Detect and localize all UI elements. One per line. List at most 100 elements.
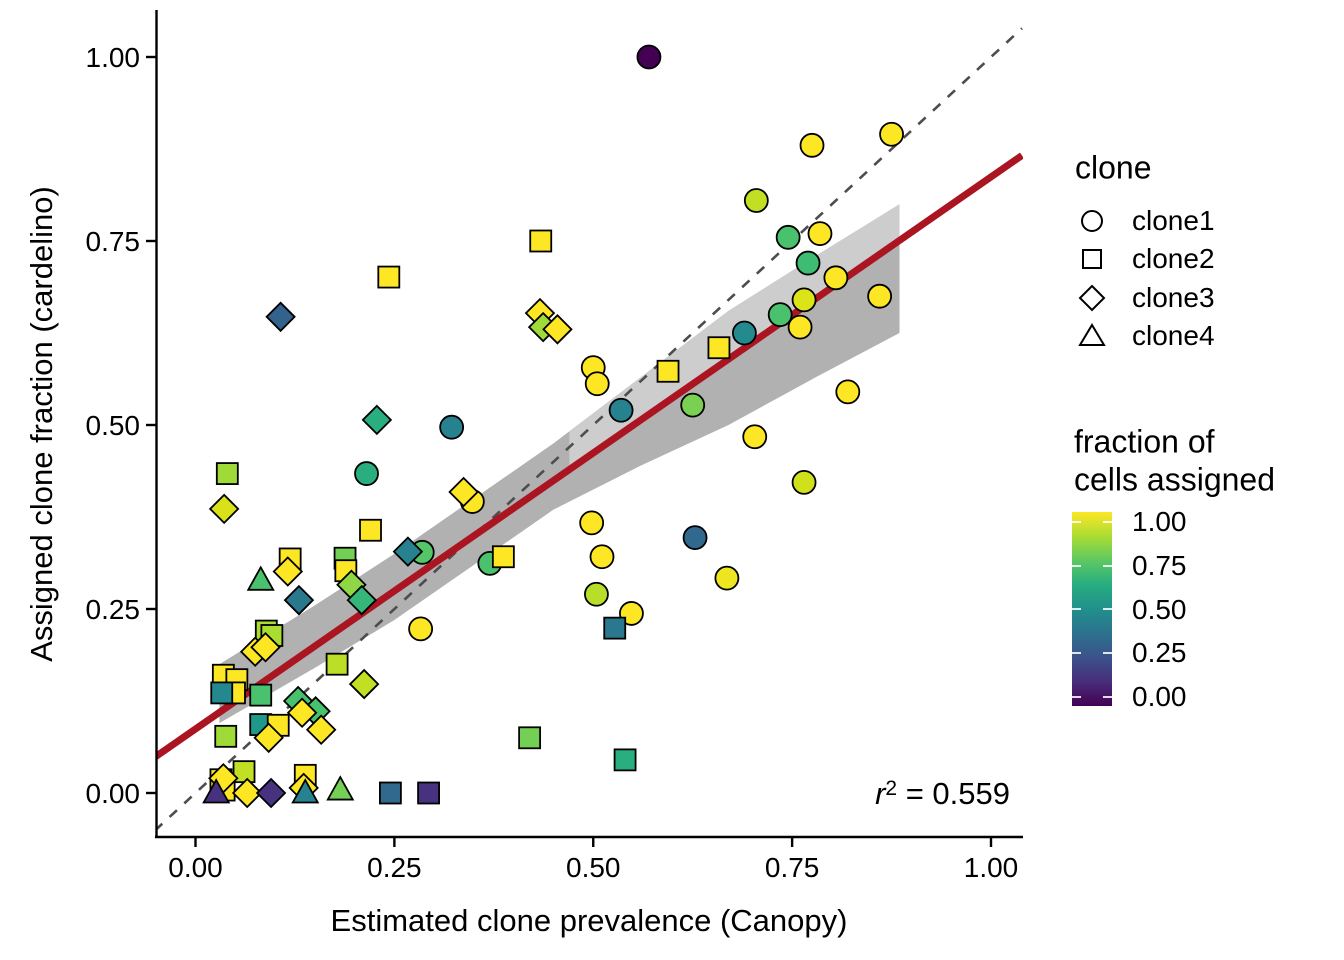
data-point-diamond bbox=[286, 697, 318, 729]
data-point-circle bbox=[589, 544, 615, 570]
legend-glyph-triangle bbox=[1078, 323, 1106, 346]
square-glyph-svg bbox=[1082, 249, 1102, 269]
data-point-diamond bbox=[361, 404, 393, 436]
data-point-triangle bbox=[326, 775, 355, 801]
y-tick-label: 0.50 bbox=[86, 410, 141, 441]
legend-glyph-circle bbox=[1081, 210, 1103, 232]
data-point-circle bbox=[584, 371, 610, 397]
data-point-circle bbox=[867, 283, 893, 309]
data-point-square bbox=[613, 748, 637, 772]
data-point-circle bbox=[584, 581, 609, 607]
data-point-circle bbox=[608, 397, 634, 423]
data-point-diamond bbox=[250, 631, 281, 663]
data-point-diamond bbox=[253, 722, 284, 754]
panel-content bbox=[156, 27, 1023, 832]
y-axis-title: Assigned clone fraction (cardelino) bbox=[24, 186, 59, 662]
data-point-circle bbox=[743, 188, 769, 213]
data-point-circle bbox=[879, 121, 904, 147]
data-point-circle bbox=[714, 565, 740, 591]
data-point-diamond bbox=[392, 536, 424, 567]
r-squared-value: = 0.559 bbox=[897, 776, 1010, 811]
legend-label-clone4: clone4 bbox=[1132, 320, 1215, 351]
legend-label-clone2: clone2 bbox=[1132, 243, 1215, 274]
colorbar-tick bbox=[1103, 652, 1112, 655]
circle-glyph bbox=[1070, 201, 1114, 241]
data-point-circle bbox=[439, 414, 465, 440]
colorbar-label-000: 0.00 bbox=[1132, 681, 1187, 712]
data-point-circle bbox=[823, 265, 849, 291]
data-point-square bbox=[249, 683, 273, 707]
square-glyph bbox=[1070, 239, 1114, 279]
colorbar-label-050: 0.50 bbox=[1132, 594, 1187, 625]
data-point-triangle bbox=[246, 565, 275, 591]
diamond-glyph-svg bbox=[1078, 284, 1106, 312]
legend-label-clone3: clone3 bbox=[1132, 282, 1215, 313]
data-point-circle bbox=[791, 287, 817, 313]
data-point-circle bbox=[731, 320, 757, 346]
r-squared-annotation: r2 = 0.559 bbox=[800, 776, 1010, 812]
identity-line bbox=[156, 27, 1023, 832]
data-point-circle bbox=[807, 221, 833, 247]
data-point-triangle bbox=[202, 778, 231, 804]
x-tick-label: 0.75 bbox=[765, 852, 820, 883]
data-point-diamond bbox=[346, 584, 378, 616]
data-point-circle bbox=[742, 424, 768, 450]
clone-legend-title: clone bbox=[1075, 149, 1152, 186]
data-point-circle bbox=[682, 525, 708, 551]
x-axis-title: Estimated clone prevalence (Canopy) bbox=[330, 903, 848, 938]
data-point-square bbox=[214, 724, 238, 748]
viridis-colorbar bbox=[1072, 512, 1112, 706]
data-point-square bbox=[210, 681, 234, 705]
legend-glyph-square bbox=[1082, 249, 1102, 269]
data-point-circle bbox=[799, 132, 825, 158]
data-point-diamond bbox=[272, 556, 304, 587]
data-point-square bbox=[518, 726, 542, 750]
triangle-glyph-svg bbox=[1078, 323, 1106, 346]
data-point-diamond bbox=[305, 714, 337, 745]
data-point-circle bbox=[767, 302, 793, 328]
data-point-diamond bbox=[348, 668, 380, 700]
data-point-diamond bbox=[283, 584, 315, 616]
colorbar-tick bbox=[1072, 652, 1081, 655]
data-point-circle bbox=[636, 44, 662, 70]
data-point-circle bbox=[835, 379, 861, 405]
data-point-square bbox=[603, 616, 627, 640]
data-point-triangle bbox=[291, 778, 320, 804]
r-symbol: r bbox=[875, 776, 886, 811]
colorbar-tick bbox=[1103, 521, 1112, 523]
data-point-circle bbox=[787, 314, 813, 340]
data-point-square bbox=[359, 518, 382, 542]
colorbar-tick bbox=[1103, 695, 1112, 698]
colorbar-label-100: 1.00 bbox=[1132, 506, 1187, 537]
data-point-circle bbox=[795, 250, 821, 276]
colorbar-tick bbox=[1103, 608, 1112, 611]
legend-label-clone1: clone1 bbox=[1132, 205, 1215, 236]
data-point-diamond bbox=[255, 777, 287, 809]
data-point-circle bbox=[354, 461, 379, 486]
x-tick-label: 0.25 bbox=[367, 852, 422, 883]
colorbar-title-line1: fraction of bbox=[1074, 423, 1215, 460]
colorbar-tick bbox=[1072, 521, 1081, 523]
y-tick-label: 0.00 bbox=[86, 778, 141, 809]
y-tick-label: 0.25 bbox=[86, 594, 141, 625]
data-point-square bbox=[656, 359, 680, 383]
colorbar-label-075: 0.75 bbox=[1132, 550, 1187, 581]
data-point-square bbox=[491, 545, 515, 569]
r-exponent: 2 bbox=[885, 777, 898, 800]
triangle-glyph bbox=[1070, 316, 1114, 356]
y-tick-label: 0.75 bbox=[86, 226, 141, 257]
data-point-circle bbox=[579, 510, 605, 536]
colorbar-label-025: 0.25 bbox=[1132, 637, 1187, 668]
circle-glyph-svg bbox=[1081, 210, 1103, 232]
data-point-circle bbox=[775, 224, 801, 250]
regression-line bbox=[156, 152, 1023, 760]
data-point-square bbox=[377, 265, 401, 289]
colorbar-tick bbox=[1072, 564, 1081, 567]
data-point-circle bbox=[408, 616, 434, 642]
x-tick-label: 1.00 bbox=[964, 852, 1019, 883]
data-point-diamond bbox=[448, 476, 479, 508]
data-point-diamond bbox=[265, 301, 296, 333]
data-point-square bbox=[529, 229, 553, 253]
